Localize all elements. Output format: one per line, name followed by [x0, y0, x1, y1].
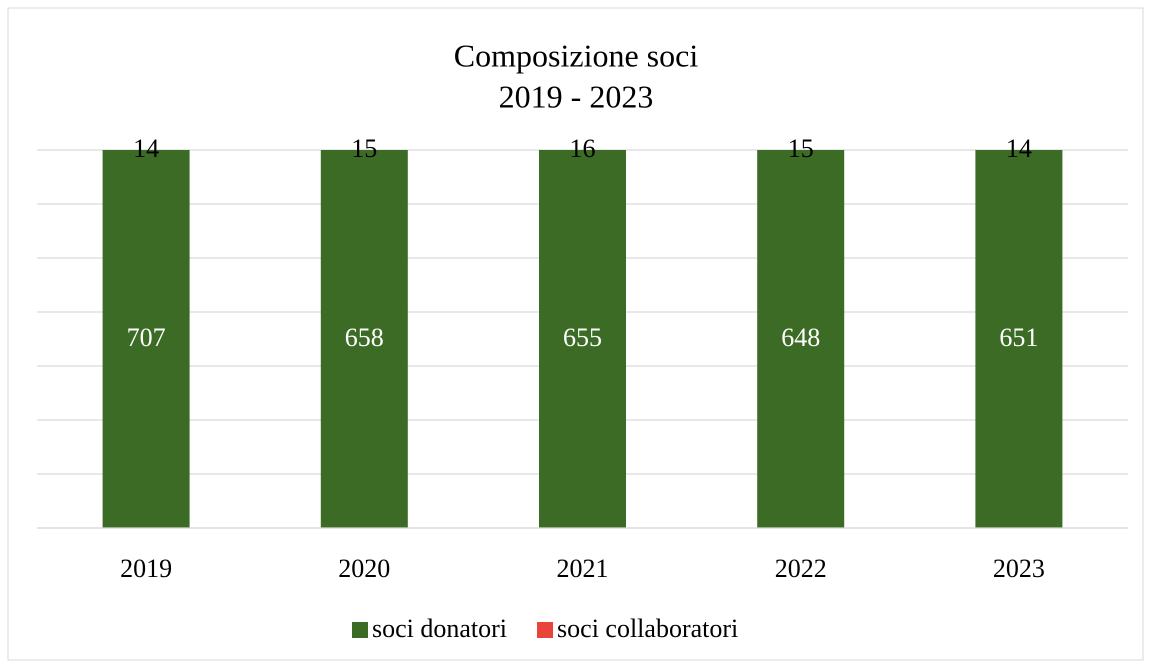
bar-segment: [975, 150, 1063, 528]
data-label: 14: [133, 134, 159, 163]
x-tick-label: 2020: [338, 554, 390, 583]
data-label: 15: [788, 134, 814, 163]
chart-title: Composizione soci: [454, 37, 699, 73]
data-label: 16: [570, 134, 596, 163]
bar-segment: [539, 150, 626, 528]
data-label: 651: [999, 323, 1038, 352]
data-label: 658: [345, 323, 384, 352]
x-tick-label: 2022: [775, 554, 827, 583]
bar-segment: [757, 150, 845, 528]
bar-segment: [102, 150, 190, 528]
chart-title: 2019 - 2023: [499, 78, 654, 114]
data-label: 15: [351, 134, 377, 163]
data-label: 14: [1006, 134, 1032, 163]
x-tick-label: 2021: [557, 554, 609, 583]
x-tick-label: 2019: [120, 554, 172, 583]
bar-segment: [320, 150, 408, 528]
legend-label: soci donatori: [372, 614, 507, 643]
data-label: 655: [563, 323, 602, 352]
data-label: 648: [781, 323, 820, 352]
legend-label: soci collaboratori: [557, 614, 738, 643]
x-tick-label: 2023: [993, 554, 1045, 583]
legend-swatch: [537, 622, 554, 638]
legend-swatch: [352, 622, 368, 638]
data-label: 707: [127, 323, 166, 352]
